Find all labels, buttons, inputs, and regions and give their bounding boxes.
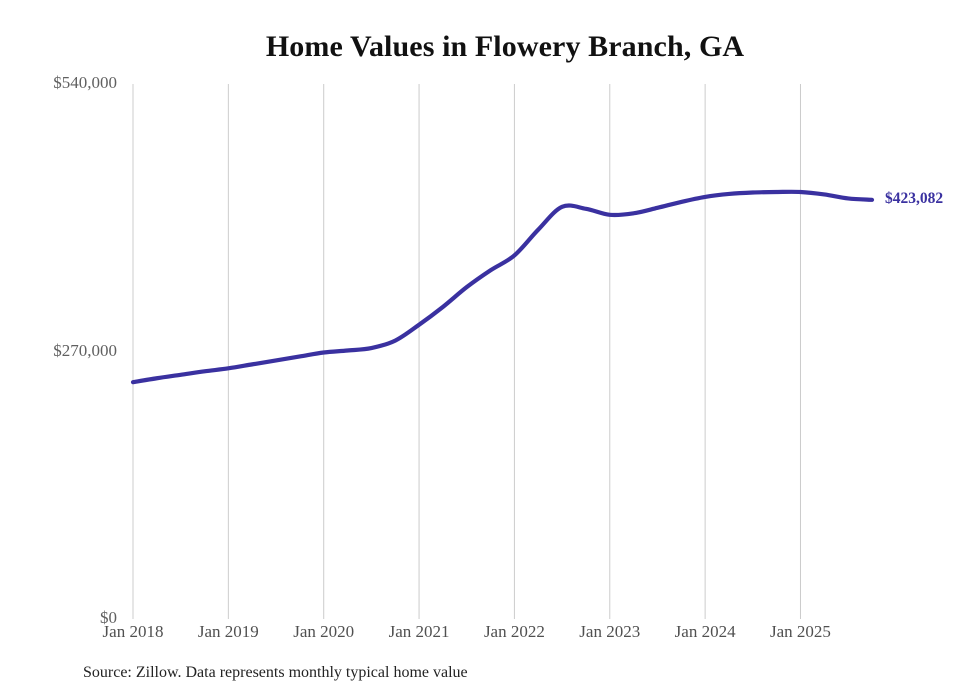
x-tick-label-jan-2021: Jan 2021 [388,622,450,641]
series-line-typical-home-value [130,189,875,385]
y-tick-label-270000: $270,000 [53,340,117,360]
y-tick-label-540000: $540,000 [53,73,117,92]
x-tick-label-jan-2022: Jan 2022 [483,622,545,641]
chart-title: Home Values in Flowery Branch, GA [265,30,745,63]
x-tick-label-jan-2025: Jan 2025 [770,622,831,641]
x-tick-label-jan-2023: Jan 2023 [579,622,641,641]
source-note: Source: Zillow. Data represents monthly … [83,664,468,681]
y-tick-label-0: $0 [100,608,117,627]
x-tick-label-jan-2018: Jan 2018 [102,622,164,641]
x-tick-label-jan-2020: Jan 2020 [293,622,355,641]
x-tick-label-jan-2024: Jan 2024 [674,622,736,641]
end-value-annotation: $423,082 [885,189,944,207]
plot-area [130,84,875,619]
x-tick-label-jan-2019: Jan 2019 [197,622,259,641]
series-layer [130,189,875,385]
